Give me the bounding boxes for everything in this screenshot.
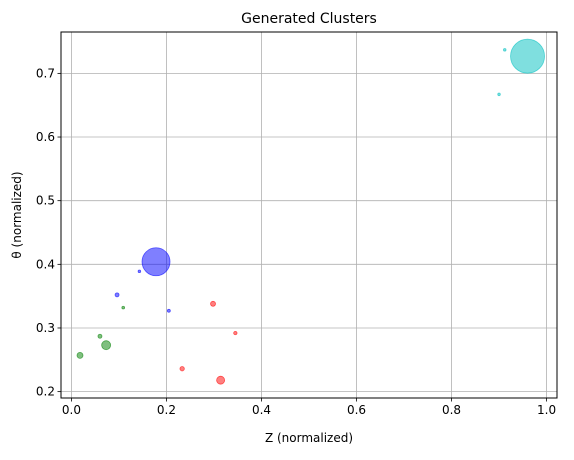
scatter-point-series-4: [503, 48, 507, 52]
y-tick-label: 0.5: [36, 194, 55, 208]
scatter-point-series-4: [497, 92, 501, 97]
scatter-point-series-2: [101, 340, 112, 351]
scatter-point-series-2: [76, 351, 84, 359]
plot-frame: [60, 31, 558, 399]
ticks-layer: 0.0 0.2 0.4 0.6 0.8 1.0 0.2 0.3 0.4 0.5 0.6 0.7: [36, 66, 556, 417]
x-tick-label: 0.2: [157, 403, 176, 417]
x-tick-label: 0.0: [62, 403, 81, 417]
x-tick-label: 0.8: [442, 403, 461, 417]
y-tick-label: 0.6: [36, 130, 55, 144]
scatter-point-series-4: [510, 38, 545, 74]
scatter-point-series-3: [216, 375, 226, 385]
scatter-point-series-3: [210, 300, 216, 307]
scatter-point-series-2: [121, 305, 126, 310]
scatter-point-series-1: [166, 308, 171, 313]
scatter-point-series-2: [97, 333, 103, 339]
points-layer: [76, 38, 545, 385]
scatter-point-series-1: [137, 269, 142, 274]
x-tick-label: 0.6: [347, 403, 366, 417]
chart-title: Generated Clusters: [241, 11, 377, 27]
scatter-point-series-1: [114, 292, 120, 298]
grid-layer: [61, 32, 557, 398]
y-tick-label: 0.7: [36, 66, 55, 80]
scatter-point-series-3: [179, 366, 185, 372]
y-tick-label: 0.4: [36, 257, 55, 271]
x-tick-label: 0.4: [252, 403, 271, 417]
y-tick-label: 0.3: [36, 321, 55, 335]
scatter-point-series-1: [141, 247, 171, 277]
x-tick-label: 1.0: [537, 403, 556, 417]
y-tick-label: 0.2: [36, 385, 55, 399]
y-axis-label: θ (normalized): [10, 171, 24, 258]
x-axis-label: Z (normalized): [265, 431, 353, 445]
scatter-point-series-3: [233, 330, 238, 336]
